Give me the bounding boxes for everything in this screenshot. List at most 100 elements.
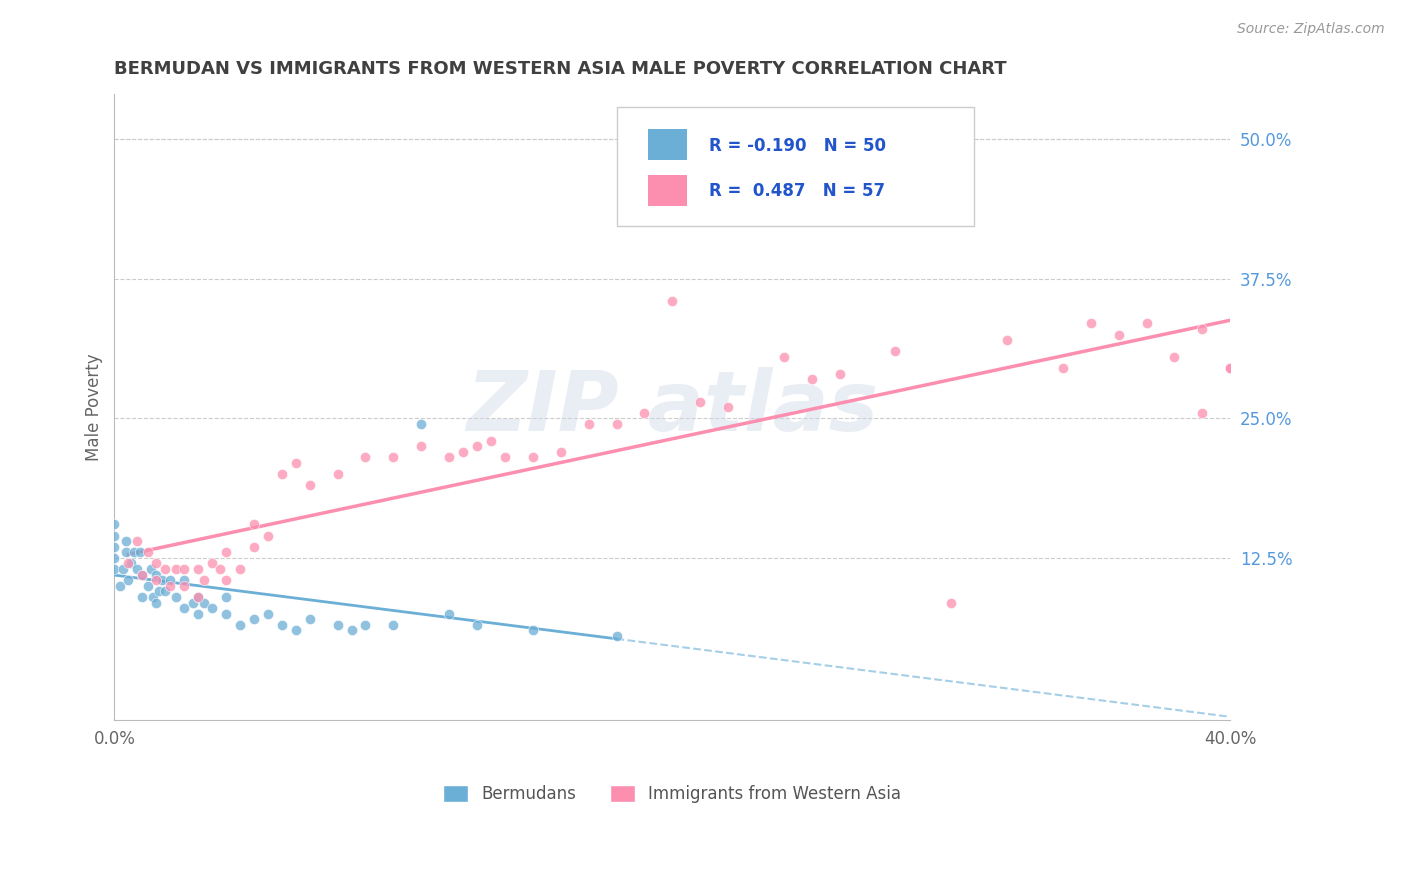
Point [139,562,162,576]
Point [159,573,181,587]
Point [215,607,238,621]
Point [1080,317,1102,331]
Point [187,562,209,576]
Point [298,478,321,492]
Point [187,590,209,604]
Point [201,601,224,615]
Point [1163,350,1185,364]
Point [159,579,181,593]
Point [173,562,195,576]
Point [298,612,321,626]
Point [173,579,195,593]
Point [773,350,796,364]
Point [229,562,252,576]
Point [995,333,1018,347]
Point [122,545,145,559]
Point [605,417,627,431]
Point [103,528,125,542]
Point [465,618,488,632]
Point [125,534,148,549]
Point [941,595,963,609]
Point [187,607,209,621]
Point [209,562,232,576]
Point [1191,406,1213,420]
Point [145,573,167,587]
FancyBboxPatch shape [616,107,973,226]
Point [153,584,176,599]
Point [1219,361,1241,376]
Point [1135,317,1157,331]
Point [326,618,349,632]
Point [103,562,125,576]
Point [437,607,460,621]
Point [193,595,215,609]
Point [187,590,209,604]
Text: ZIP atlas: ZIP atlas [467,367,879,448]
Point [215,545,238,559]
Point [136,579,159,593]
Text: R =  0.487   N = 57: R = 0.487 N = 57 [709,182,886,201]
Point [633,406,655,420]
Point [114,545,136,559]
Point [145,595,167,609]
FancyBboxPatch shape [648,175,686,206]
Point [550,444,572,458]
Point [800,372,823,386]
Point [173,601,195,615]
Point [145,567,167,582]
Point [284,624,307,638]
Point [142,590,165,604]
Point [661,293,683,308]
Text: Source: ZipAtlas.com: Source: ZipAtlas.com [1237,22,1385,37]
Point [494,450,516,465]
Point [103,517,125,532]
Point [108,579,131,593]
Text: R = -0.190   N = 50: R = -0.190 N = 50 [709,136,886,154]
Point [451,444,474,458]
Point [382,450,405,465]
Point [437,450,460,465]
Point [117,557,139,571]
Point [884,344,907,359]
Point [479,434,502,448]
Point [411,439,433,453]
Point [340,624,363,638]
Point [229,618,252,632]
Point [256,607,278,621]
Point [522,624,544,638]
Point [111,562,134,576]
Point [136,545,159,559]
Point [1108,327,1130,342]
Point [148,584,170,599]
Point [153,562,176,576]
Point [256,528,278,542]
Point [145,557,167,571]
Point [1191,322,1213,336]
Point [131,567,153,582]
Point [114,534,136,549]
Point [578,417,600,431]
Point [125,562,148,576]
Point [128,545,150,559]
Y-axis label: Male Poverty: Male Poverty [86,353,103,461]
Point [326,467,349,482]
Point [284,456,307,470]
Point [165,590,187,604]
Point [243,517,266,532]
Point [103,550,125,565]
Point [411,417,433,431]
Point [103,540,125,554]
Point [605,629,627,643]
Point [270,618,292,632]
Point [131,567,153,582]
Point [354,450,377,465]
Point [201,557,224,571]
Point [181,595,204,609]
FancyBboxPatch shape [648,129,686,160]
Point [165,562,187,576]
Point [173,573,195,587]
Point [120,557,142,571]
Point [117,573,139,587]
Point [689,394,711,409]
Point [465,439,488,453]
